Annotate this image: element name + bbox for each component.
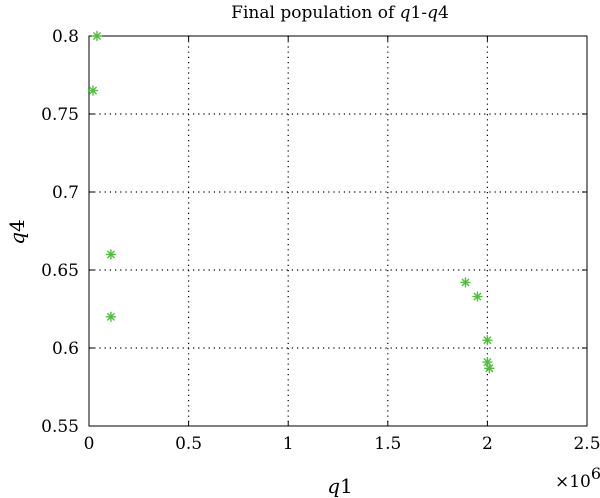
x-tick-label: 0 — [84, 434, 95, 454]
data-point — [87, 85, 99, 96]
x-tick-label: 2.5 — [573, 434, 600, 454]
axis-ticks: 0 0.5 1 1.5 2 2.5 0.55 0.6 0.65 0.7 0.75 0.8 — [41, 27, 600, 454]
y-tick-label: 0.6 — [52, 339, 79, 359]
chart-title: Final population of q1-q4 — [231, 3, 449, 23]
data-points — [87, 30, 495, 374]
y-tick-label: 0.55 — [41, 417, 79, 437]
y-tick-label: 0.7 — [52, 183, 79, 203]
x-axis-label: q1 — [327, 474, 353, 498]
data-point — [460, 277, 471, 288]
data-point — [91, 30, 103, 42]
y-tick-label: 0.65 — [41, 261, 79, 281]
x-tick-label: 0.5 — [175, 434, 202, 454]
x-tick-label: 1.5 — [374, 434, 401, 454]
y-tick-label: 0.75 — [41, 105, 79, 125]
x-tick-label: 1 — [283, 434, 294, 454]
plot-frame — [88, 35, 588, 427]
x-tick-label: 2 — [482, 434, 493, 454]
data-point — [105, 249, 117, 260]
data-point — [472, 291, 483, 302]
data-point — [484, 363, 495, 374]
data-point — [105, 311, 117, 322]
grid-lines — [89, 36, 587, 426]
data-point — [482, 335, 493, 346]
data-point — [482, 356, 493, 368]
x-axis-multiplier: ×106 — [555, 464, 600, 492]
y-axis-label: q4 — [5, 219, 29, 245]
y-tick-label: 0.8 — [52, 27, 79, 47]
